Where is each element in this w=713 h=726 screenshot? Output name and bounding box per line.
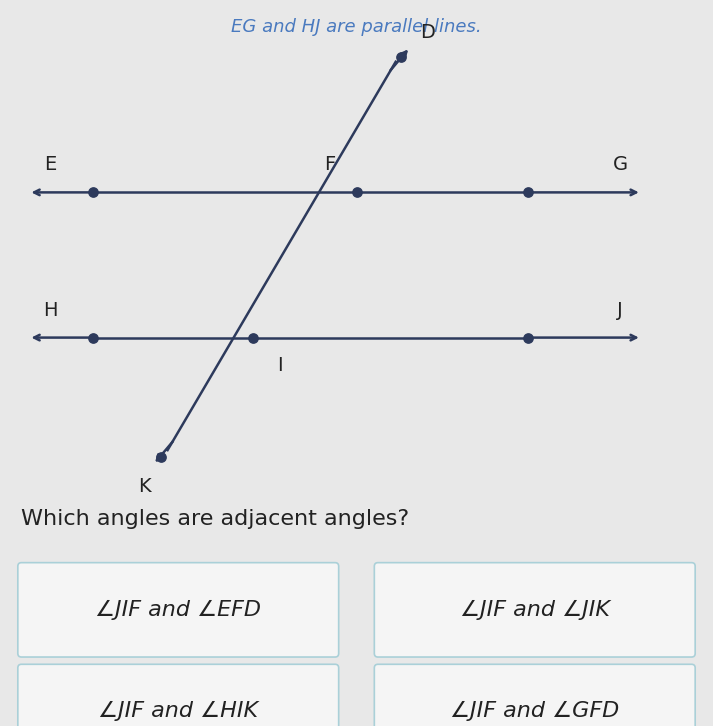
FancyBboxPatch shape bbox=[18, 563, 339, 657]
Point bbox=[522, 187, 533, 198]
Text: D: D bbox=[421, 23, 435, 42]
Point bbox=[247, 332, 259, 343]
Text: H: H bbox=[43, 301, 57, 319]
Text: F: F bbox=[324, 155, 335, 174]
Text: K: K bbox=[138, 477, 151, 496]
FancyBboxPatch shape bbox=[374, 563, 695, 657]
Point bbox=[395, 51, 406, 62]
Text: ∠JIF and ∠EFD: ∠JIF and ∠EFD bbox=[96, 600, 261, 620]
Point bbox=[522, 332, 533, 343]
Text: ∠JIF and ∠HIK: ∠JIF and ∠HIK bbox=[98, 701, 258, 722]
Text: E: E bbox=[43, 155, 56, 174]
Text: Which angles are adjacent angles?: Which angles are adjacent angles? bbox=[21, 509, 409, 529]
Point bbox=[155, 451, 167, 462]
FancyBboxPatch shape bbox=[18, 664, 339, 726]
Point bbox=[87, 187, 98, 198]
Text: ∠JIF and ∠GFD: ∠JIF and ∠GFD bbox=[450, 701, 620, 722]
Text: I: I bbox=[277, 356, 283, 375]
Text: G: G bbox=[612, 155, 628, 174]
Text: EG and HJ are parallel lines.: EG and HJ are parallel lines. bbox=[231, 18, 482, 36]
Text: ∠JIF and ∠JIK: ∠JIF and ∠JIK bbox=[460, 600, 610, 620]
FancyBboxPatch shape bbox=[374, 664, 695, 726]
Text: J: J bbox=[617, 301, 623, 319]
Point bbox=[87, 332, 98, 343]
Point bbox=[351, 187, 362, 198]
